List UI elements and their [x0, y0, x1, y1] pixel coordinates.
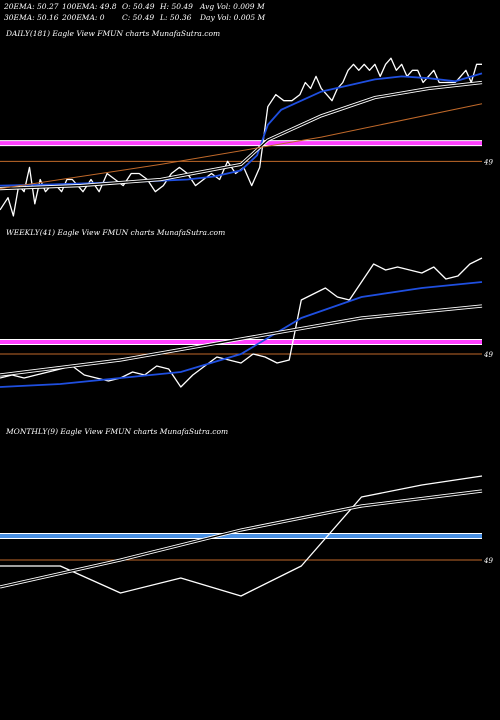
- header-avgvol: Avg Vol: 0.009 M: [200, 2, 265, 11]
- weekly-ema-fast-line: [0, 281, 483, 388]
- monthly-ema-slow-line: [0, 490, 483, 588]
- weekly-price-line: [0, 257, 483, 388]
- header-close: C: 50.49: [122, 13, 155, 22]
- daily-ema-slow-line: [0, 81, 483, 190]
- daily-chart-title: DAILY(181) Eagle View FMUN charts Munafa…: [6, 29, 221, 38]
- header-ema200: 200EMA: 0: [62, 13, 105, 22]
- header-ema20: 20EMA: 50.27: [4, 2, 59, 11]
- header-dayvol: Day Vol: 0.005 M: [200, 13, 266, 22]
- daily-price-level-label: 49: [483, 158, 493, 166]
- daily-price-line: [0, 57, 482, 217]
- daily-ema-slow-outline: [0, 80, 483, 191]
- monthly-price-line: [0, 475, 483, 597]
- header-open: O: 50.49: [122, 2, 155, 11]
- monthly-price-level-label: 49: [483, 557, 493, 565]
- weekly-chart-title: WEEKLY(41) Eagle View FMUN charts Munafa…: [6, 228, 226, 237]
- monthly-chart-title: MONTHLY(9) Eagle View FMUN charts Munafa…: [6, 427, 229, 436]
- header-ema30: 30EMA: 50.16: [4, 13, 59, 22]
- header-ema100: 100EMA: 49.8: [62, 2, 117, 11]
- weekly-price-level-label: 49: [483, 351, 493, 359]
- header-low: L: 50.36: [160, 13, 192, 22]
- daily-long-trend-line: [0, 103, 483, 190]
- weekly-ema-slow-line: [0, 305, 483, 376]
- header-high: H: 50.49: [160, 2, 193, 11]
